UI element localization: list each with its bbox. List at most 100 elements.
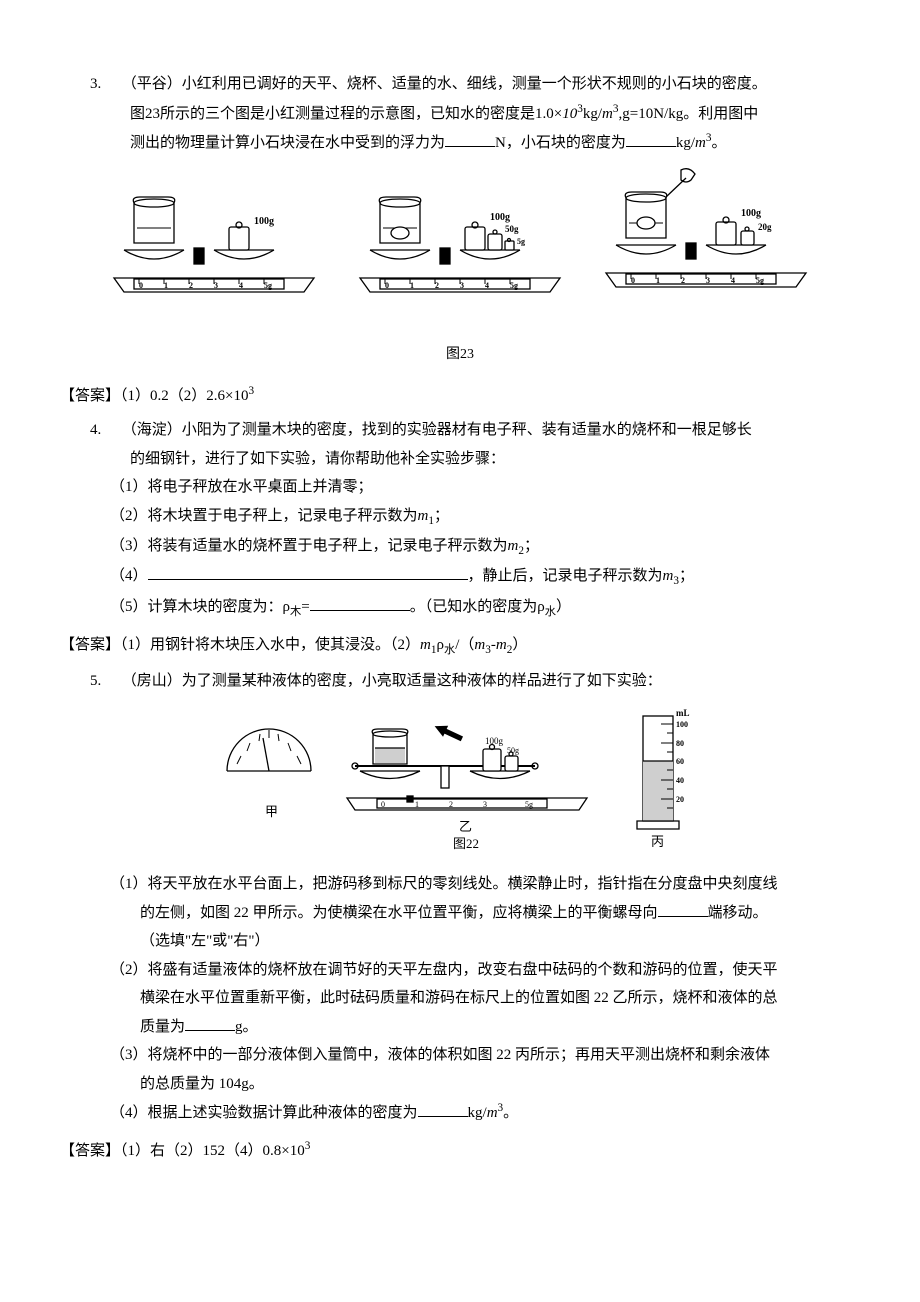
dial-jia-icon: 甲 bbox=[219, 716, 319, 856]
q3-t3a: 测出的物理量计算小石块浸在水中受到的浮力为 bbox=[130, 135, 445, 151]
tick: 0 bbox=[631, 276, 635, 285]
balance-3-icon: 100g 20g 0 1 2 3 4 5g bbox=[591, 168, 821, 328]
q3-num: 3. bbox=[90, 70, 118, 99]
q5-s4: （4）根据上述实验数据计算此种液体的密度为kg/m3。 bbox=[90, 1098, 830, 1128]
q4-s3: （3）将装有适量水的烧杯置于电子秤上，记录电子秤示数为m2； bbox=[90, 532, 830, 562]
q3-t2a: 图23所示的三个图是小红测量过程的示意图，已知水的密度是1.0× bbox=[130, 106, 562, 122]
wl: 50g bbox=[507, 746, 519, 755]
q3-line1: 3. （平谷）小红利用已调好的天平、烧杯、适量的水、细线，测量一个形状不规则的小… bbox=[90, 70, 830, 99]
label-bing: 丙 bbox=[651, 834, 664, 849]
tex: m bbox=[420, 637, 431, 653]
sub: 木 bbox=[290, 606, 301, 618]
t: g。 bbox=[235, 1019, 258, 1035]
tick: 2 bbox=[435, 281, 439, 290]
tex: m bbox=[695, 135, 706, 151]
q3-t2c: ,g=10N/kg。利用图中 bbox=[618, 106, 758, 122]
tick: 3 bbox=[483, 800, 487, 809]
page: 3. （平谷）小红利用已调好的天平、烧杯、适量的水、细线，测量一个形状不规则的小… bbox=[0, 0, 920, 1302]
tick: 5g bbox=[525, 800, 533, 809]
tick: 1 bbox=[656, 276, 660, 285]
q5-s2b: 横梁在水平位置重新平衡，此时砝码质量和游码在标尺上的位置如图 22 乙所示，烧杯… bbox=[90, 984, 830, 1013]
q4-s4: （4），静止后，记录电子秤示数为m3； bbox=[90, 562, 830, 592]
q4-s1: （1）将电子秤放在水平桌面上并清零； bbox=[90, 473, 830, 502]
question-4: 4. （海淀）小阳为了测量木块的密度，找到的实验器材有电子秤、装有适量水的烧杯和… bbox=[90, 416, 830, 623]
t: （3）将装有适量水的烧杯置于电子秤上，记录电子秤示数为 bbox=[110, 538, 508, 554]
q5-s1d: （选填"左"或"右"） bbox=[90, 927, 830, 956]
tex: m bbox=[508, 538, 519, 554]
tick: 80 bbox=[676, 739, 684, 748]
t: ； bbox=[434, 508, 449, 524]
t: 【答案】（1）用钢针将木块压入水中，使其浸没。（2） bbox=[60, 637, 420, 653]
t: /（ bbox=[455, 637, 474, 653]
blank bbox=[658, 901, 708, 917]
t: ） bbox=[556, 599, 571, 615]
tick: 2 bbox=[681, 276, 685, 285]
tick: 3 bbox=[706, 276, 710, 285]
tick: 3 bbox=[460, 281, 464, 290]
q5-s2a: （2）将盛有适量液体的烧杯放在调节好的天平左盘内，改变右盘中砝码的个数和游码的位… bbox=[90, 956, 830, 985]
wl: 50g bbox=[505, 224, 519, 234]
q5-line1: 5. （房山）为了测量某种液体的密度，小亮取适量这种液体的样品进行了如下实验： bbox=[90, 667, 830, 696]
q3-line2: 图23所示的三个图是小红测量过程的示意图，已知水的密度是1.0×103kg/m3… bbox=[90, 99, 830, 129]
tick: 1 bbox=[415, 800, 419, 809]
fig22-caption: 图22 bbox=[453, 836, 479, 851]
tick: 2 bbox=[449, 800, 453, 809]
q3-line3: 测出的物理量计算小石块浸在水中受到的浮力为N，小石块的密度为kg/m3。 bbox=[90, 128, 830, 158]
blank bbox=[148, 564, 468, 580]
t: 端移动。 bbox=[708, 905, 768, 921]
q5-s1: （1）将天平放在水平台面上，把游码移到标尺的零刻线处。横梁静止时，指针指在分度盘… bbox=[90, 870, 830, 899]
label-jia: 甲 bbox=[265, 804, 278, 819]
balance-2-icon: 100g 50g 5g 0 1 2 3 4 5g bbox=[345, 178, 575, 328]
q3-t3d: 。 bbox=[712, 135, 727, 151]
t: 。（已知水的密度为ρ bbox=[410, 599, 545, 615]
q5-s2c: 质量为 g。 bbox=[90, 1013, 830, 1042]
tick: 100 bbox=[676, 720, 688, 729]
q5-s1b: 的左侧，如图 22 甲所示。为使横梁在水平位置平衡，应将横梁上的平衡螺母向 端移动… bbox=[90, 899, 830, 928]
q4-t1: （海淀）小阳为了测量木块的密度，找到的实验器材有电子秤、装有适量水的烧杯和一根足… bbox=[122, 422, 752, 438]
sub: 水 bbox=[545, 606, 556, 618]
t: ρ bbox=[436, 637, 444, 653]
q5-num: 5. bbox=[90, 667, 118, 696]
q3-answer: 【答案】（1）0.2（2）2.6×103 bbox=[60, 381, 830, 411]
question-5: 5. （房山）为了测量某种液体的密度，小亮取适量这种液体的样品进行了如下实验： bbox=[90, 667, 830, 1128]
balance-1-icon: 100g 0 1 2 3 4 5g bbox=[99, 178, 329, 328]
q3-text1: （平谷）小红利用已调好的天平、烧杯、适量的水、细线，测量一个形状不规则的小石块的… bbox=[122, 76, 767, 92]
tick: 1 bbox=[164, 281, 168, 290]
tick: 5g bbox=[510, 281, 518, 290]
sup: 3 bbox=[248, 385, 254, 397]
q5-answer: 【答案】（1）右（2）152（4）0.8×103 bbox=[60, 1136, 830, 1166]
tex: m bbox=[496, 637, 507, 653]
tex: m bbox=[487, 1105, 498, 1121]
t: 的左侧，如图 22 甲所示。为使横梁在水平位置平衡，应将横梁上的平衡螺母向 bbox=[140, 905, 658, 921]
t: 质量为 bbox=[140, 1019, 185, 1035]
q4-line1b: 的细钢针，进行了如下实验，请你帮助他补全实验步骤： bbox=[90, 445, 830, 474]
wl: 100g bbox=[485, 736, 504, 746]
t: 【答案】（1）右（2）152（4）0.8×10 bbox=[60, 1143, 305, 1159]
wl: 5g bbox=[517, 237, 525, 246]
question-3: 3. （平谷）小红利用已调好的天平、烧杯、适量的水、细线，测量一个形状不规则的小… bbox=[90, 70, 830, 369]
blank bbox=[445, 131, 495, 147]
tex: m bbox=[663, 568, 674, 584]
t: 。 bbox=[503, 1105, 518, 1121]
figure-23: 100g 0 1 2 3 4 5g bbox=[90, 168, 830, 339]
q5-t1: （房山）为了测量某种液体的密度，小亮取适量这种液体的样品进行了如下实验： bbox=[122, 673, 662, 689]
tick: 5g bbox=[756, 276, 764, 285]
t: （1）将天平放在水平台面上，把游码移到标尺的零刻线处。横梁静止时，指针指在分度盘… bbox=[110, 876, 778, 892]
tex: m bbox=[418, 508, 429, 524]
t: ） bbox=[512, 637, 527, 653]
tick: 5g bbox=[264, 281, 272, 290]
wl: 100g bbox=[741, 208, 761, 219]
t: （2）将木块置于电子秤上，记录电子秤示数为 bbox=[110, 508, 418, 524]
tick: 1 bbox=[410, 281, 414, 290]
t: （4） bbox=[110, 568, 148, 584]
t: ，静止后，记录电子秤示数为 bbox=[468, 568, 663, 584]
tex: m bbox=[602, 106, 613, 122]
sup: 3 bbox=[305, 1140, 311, 1152]
q3-t2b: kg/ bbox=[583, 106, 602, 122]
t: （5）计算木块的密度为：ρ bbox=[110, 599, 290, 615]
figure-22: 甲 bbox=[90, 706, 830, 867]
tick: 4 bbox=[731, 276, 735, 285]
sub: 水 bbox=[444, 644, 455, 656]
t: kg/ bbox=[468, 1105, 487, 1121]
q4-line1: 4. （海淀）小阳为了测量木块的密度，找到的实验器材有电子秤、装有适量水的烧杯和… bbox=[90, 416, 830, 445]
